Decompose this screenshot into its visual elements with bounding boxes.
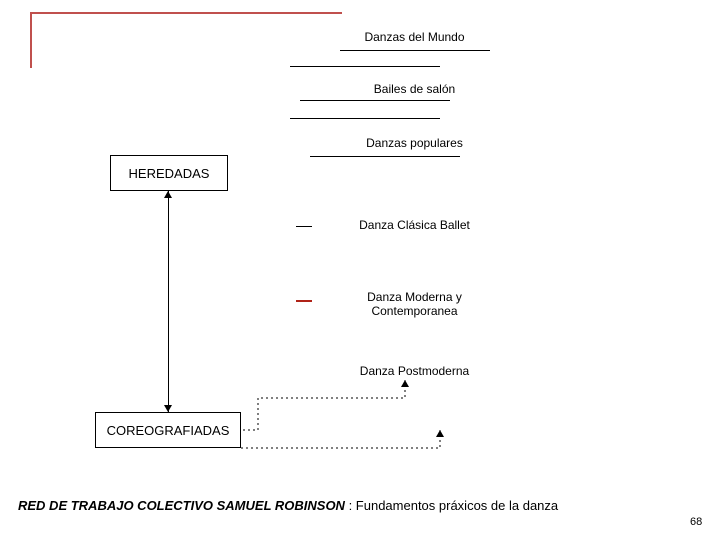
- footer-bold: RED DE TRABAJO COLECTIVO SAMUEL ROBINSON: [18, 498, 345, 513]
- dotted-path-0: [241, 380, 405, 430]
- dotted-path-1: [241, 430, 440, 448]
- footer-rest: : Fundamentos práxicos de la danza: [345, 498, 558, 513]
- dotted-arrow-1-icon: [436, 430, 444, 437]
- dotted-arrow-0-icon: [401, 380, 409, 387]
- dotted-connectors: [0, 0, 720, 540]
- page-number: 68: [690, 516, 702, 528]
- footer-caption: RED DE TRABAJO COLECTIVO SAMUEL ROBINSON…: [18, 498, 558, 513]
